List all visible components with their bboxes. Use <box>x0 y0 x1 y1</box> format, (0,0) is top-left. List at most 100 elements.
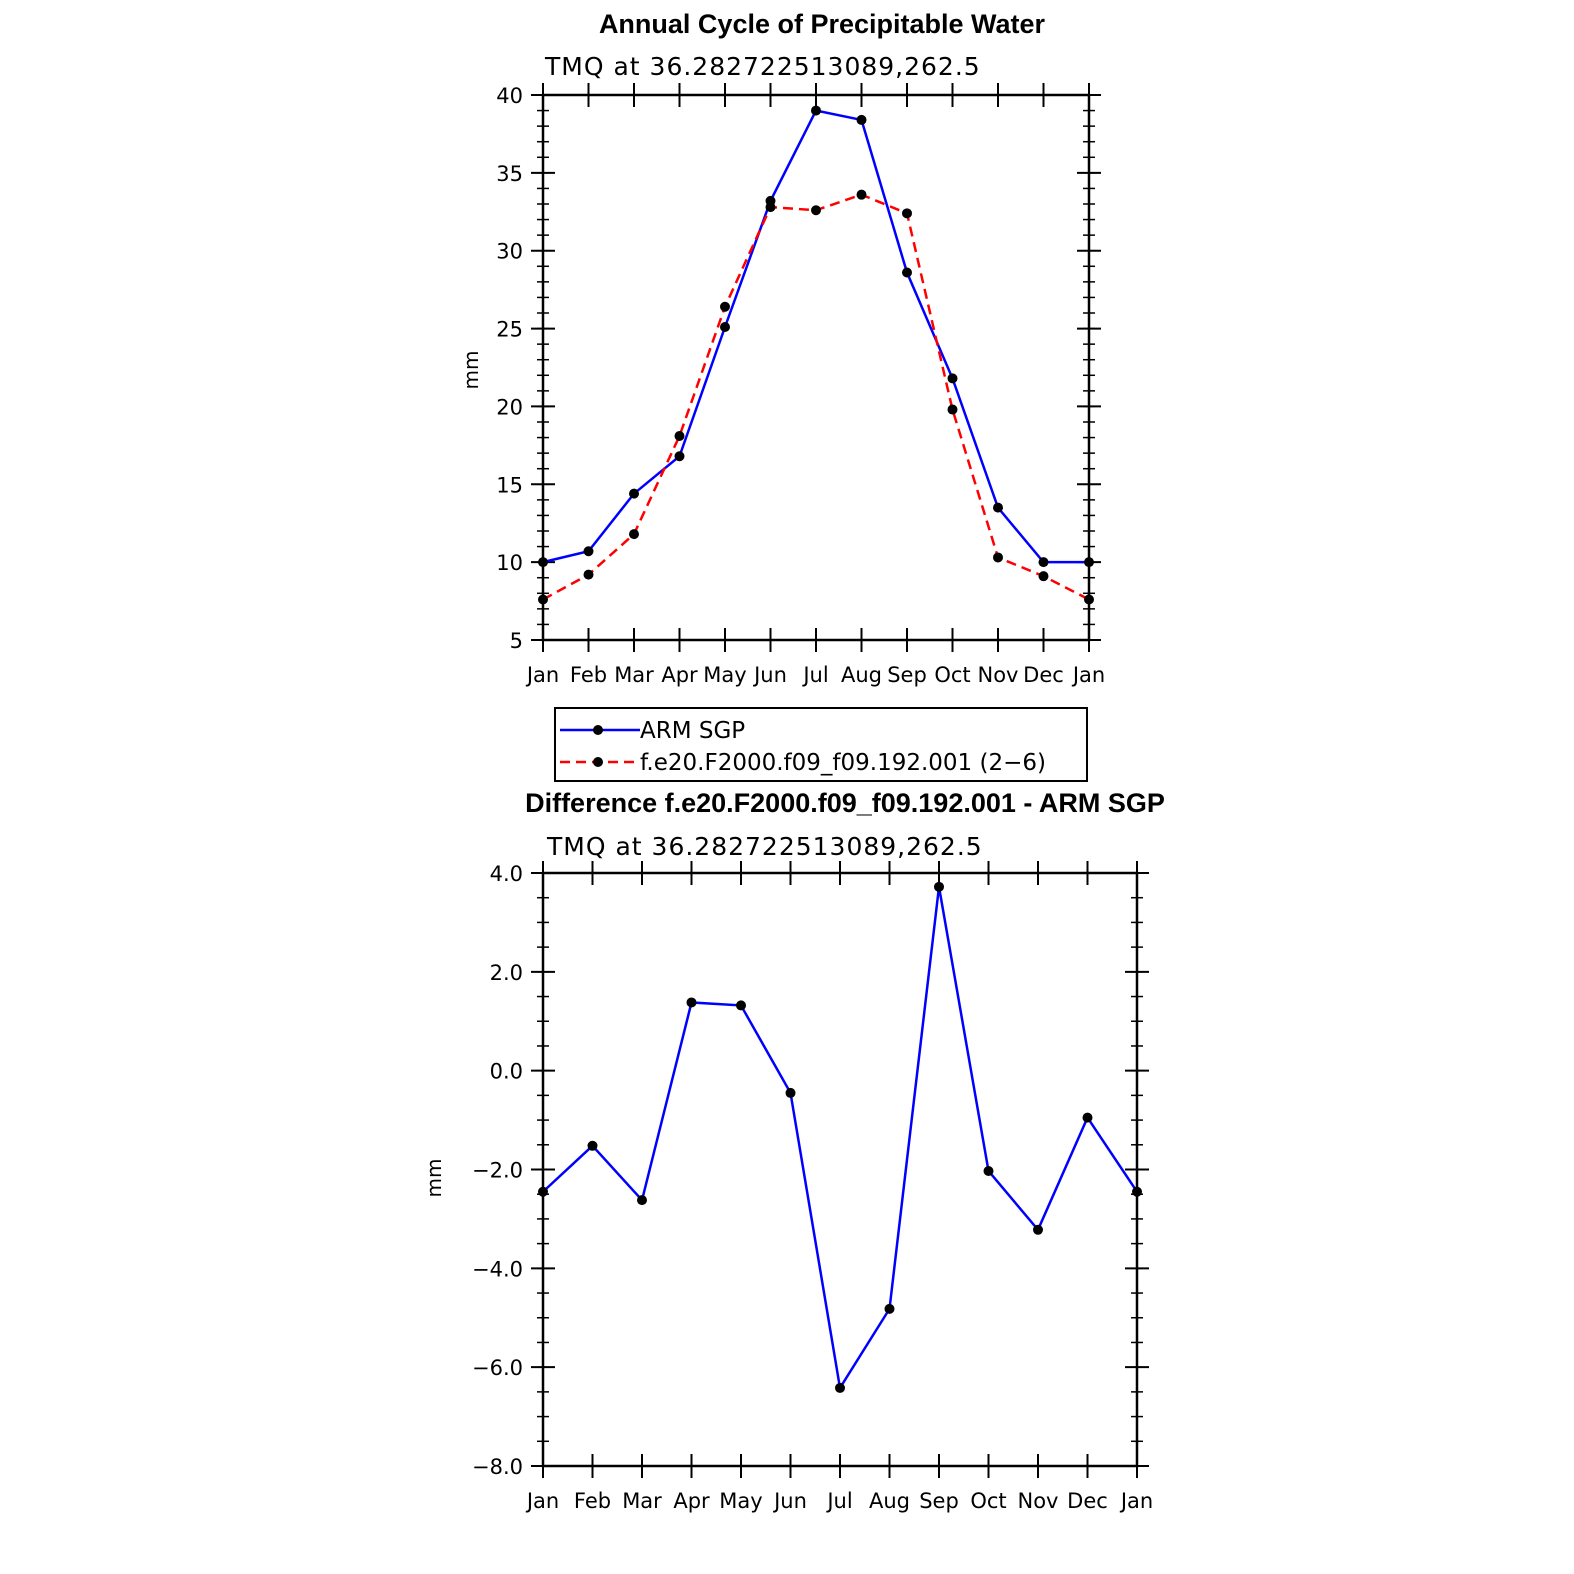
top-series-1-point <box>993 552 1003 563</box>
top-series-1-line <box>542 193 1090 601</box>
top-series-0-point <box>583 546 594 557</box>
top-series-1-point <box>538 594 548 605</box>
bottom-series-0-point <box>736 1000 746 1011</box>
top-y-tick-label: 5 <box>510 629 523 653</box>
top-series-1-point <box>811 205 821 216</box>
bottom-series-0-point <box>785 1087 796 1098</box>
top-series-1-point <box>1038 571 1049 582</box>
bottom-series-0-point <box>934 881 944 892</box>
top-y-tick-label: 20 <box>496 395 523 419</box>
bottom-y-tick-label: 0.0 <box>490 1060 523 1084</box>
bottom-x-tick-label: Jul <box>825 1489 852 1513</box>
top-y-tick-label: 15 <box>496 473 523 497</box>
top-series-1-point <box>674 431 685 442</box>
bottom-chart-subtitle: TMQ at 36.282722513089,262.5 <box>546 832 983 861</box>
bottom-x-tick-label: Jan <box>525 1489 559 1513</box>
top-chart-subtitle: TMQ at 36.282722513089,262.5 <box>544 52 981 81</box>
bottom-x-tick-label: Aug <box>869 1489 910 1513</box>
top-x-tick-label: Jul <box>801 663 828 687</box>
bottom-y-tick-label: −4.0 <box>472 1257 523 1281</box>
top-series-0-point <box>1038 557 1049 568</box>
top-x-tick-label: Oct <box>934 663 970 687</box>
top-x-tick-label: Jan <box>525 663 559 687</box>
top-chart-y-axis-label: mm <box>459 351 483 390</box>
top-series-0-point <box>902 267 912 278</box>
legend-marker-arm-sgp <box>593 725 603 735</box>
top-series-1-point <box>1084 594 1094 605</box>
top-x-tick-label: Dec <box>1023 663 1064 687</box>
bottom-x-tick-label: Jan <box>1119 1489 1153 1513</box>
bottom-chart: Difference f.e20.F2000.f09_f09.192.001 -… <box>422 788 1165 1513</box>
bottom-series-0-line <box>542 886 1139 1392</box>
bottom-x-tick-label: Nov <box>1018 1489 1059 1513</box>
bottom-frame <box>541 871 1139 1468</box>
top-series-1-point <box>583 569 594 580</box>
bottom-series-0-point <box>1082 1112 1093 1123</box>
top-series-0-point <box>720 322 730 333</box>
bottom-y-tick-label: −8.0 <box>472 1455 523 1479</box>
bottom-x-tick-label: Apr <box>673 1489 710 1513</box>
top-y-tick-label: 40 <box>496 84 523 108</box>
bottom-x-tick-label: Sep <box>919 1489 959 1513</box>
bottom-y-tick-label: 2.0 <box>490 961 523 985</box>
bottom-x-tick-label: Oct <box>970 1489 1006 1513</box>
top-frame <box>541 93 1091 642</box>
top-x-tick-label: Sep <box>887 663 927 687</box>
top-series-0-point <box>947 373 958 384</box>
bottom-series-0-point <box>1033 1224 1043 1235</box>
top-y-tick-label: 10 <box>496 551 523 575</box>
top-x-tick-label: Jun <box>752 663 787 687</box>
bottom-series-0-point <box>983 1165 994 1176</box>
bottom-x-tick-label: Feb <box>574 1489 611 1513</box>
bottom-chart-plot-area: Jan Feb Mar Apr May Jun Jul Aug Sep Oct Nov Dec Jan−… <box>472 861 1153 1513</box>
top-y-tick-label: 35 <box>496 162 523 186</box>
bottom-series-0-point <box>686 997 697 1008</box>
legend-marker-model <box>593 757 603 767</box>
top-series-0-point <box>1084 557 1094 568</box>
top-series-0-point <box>674 451 685 462</box>
bottom-chart-y-axis-label: mm <box>422 1159 446 1198</box>
top-series-0-point <box>856 114 867 125</box>
top-chart-title: Annual Cycle of Precipitable Water <box>599 9 1046 39</box>
bottom-x-tick-label: Dec <box>1067 1489 1108 1513</box>
legend-box <box>554 707 1088 782</box>
top-chart-plot-area: Jan Feb Mar Apr May Jun Jul Aug Sep Oct Nov Dec Jan5… <box>496 83 1105 687</box>
top-series-1-point <box>765 202 776 213</box>
top-x-tick-label: Apr <box>661 663 698 687</box>
top-series-1-point <box>856 189 867 200</box>
top-y-tick-label: 25 <box>496 318 523 342</box>
top-series-0-point <box>538 557 548 568</box>
top-series-0-line <box>542 109 1089 564</box>
bottom-x-tick-label: Jun <box>772 1489 807 1513</box>
top-chart-legend: ARM SGP f.e20.F2000.f09_f09.192.001 (2−6… <box>554 707 1088 782</box>
bottom-series-0-point <box>1132 1186 1142 1197</box>
top-series-0-point <box>993 502 1003 513</box>
bottom-series-0-point <box>538 1186 548 1197</box>
top-series-0-point <box>811 105 821 116</box>
top-series-1-point <box>720 301 730 312</box>
bottom-x-tick-label: May <box>719 1489 762 1513</box>
bottom-series-0-point <box>835 1382 845 1393</box>
top-chart: Annual Cycle of Precipitable Water TMQ a… <box>459 9 1105 687</box>
top-x-tick-label: Jan <box>1071 663 1105 687</box>
top-x-tick-label: Feb <box>570 663 607 687</box>
bottom-series-0-point <box>637 1195 647 1206</box>
bottom-y-tick-label: 4.0 <box>490 862 523 886</box>
bottom-chart-title: Difference f.e20.F2000.f09_f09.192.001 -… <box>525 788 1165 818</box>
bottom-y-tick-label: −6.0 <box>472 1356 523 1380</box>
top-y-tick-label: 30 <box>496 240 523 264</box>
top-x-tick-label: Nov <box>978 663 1019 687</box>
bottom-series-0-point <box>587 1140 598 1151</box>
bottom-x-tick-label: Mar <box>622 1489 662 1513</box>
bottom-series-0-point <box>884 1303 895 1314</box>
legend-label-model: f.e20.F2000.f09_f09.192.001 (2−6) <box>640 750 1046 776</box>
top-series-1-point <box>902 208 912 219</box>
top-x-tick-label: May <box>703 663 746 687</box>
legend-label-arm-sgp: ARM SGP <box>640 718 745 744</box>
top-x-tick-label: Mar <box>614 663 654 687</box>
bottom-y-tick-label: −2.0 <box>472 1159 523 1183</box>
top-series-1-point <box>947 404 958 415</box>
top-series-1-point <box>629 529 639 540</box>
top-series-0-point <box>629 488 639 499</box>
